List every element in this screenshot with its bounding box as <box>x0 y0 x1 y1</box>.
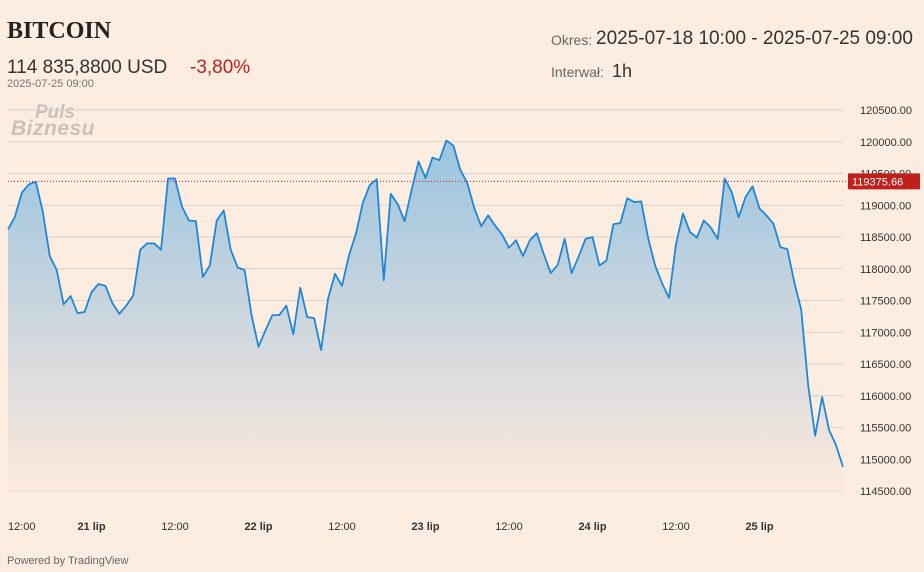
y-tick-label: 119000.00 <box>860 200 911 212</box>
y-tick-label: 115000.00 <box>860 454 911 466</box>
current-price: 114 835,8800 USD <box>7 57 168 78</box>
x-tick-label: 12:00 <box>662 521 690 533</box>
price-change: -3,80% <box>190 57 251 78</box>
x-tick-label: 25 lip <box>745 521 773 533</box>
powered-by-tradingview[interactable]: Powered by TradingView <box>7 555 129 567</box>
y-tick-label: 115500.00 <box>860 423 911 435</box>
price-line <box>7 139 844 468</box>
last-price-tag-label: 119375.66 <box>852 176 903 188</box>
y-tick-label: 116500.00 <box>860 359 911 371</box>
y-tick-label: 118500.00 <box>860 232 911 244</box>
price-area <box>8 140 843 492</box>
x-tick-label: 12:00 <box>8 521 36 533</box>
period-value: 2025-07-18 10:00 - 2025-07-25 09:00 <box>596 28 913 49</box>
page-title: BITCOIN <box>7 18 112 44</box>
x-tick-label: 12:00 <box>495 521 523 533</box>
x-tick-label: 12:00 <box>161 521 189 533</box>
y-axis: 114500.00 115000.00 115500.00 116000.00 1165… <box>860 105 912 498</box>
y-tick-label: 114500.00 <box>860 486 911 498</box>
y-tick-label: 117500.00 <box>860 296 911 308</box>
x-tick-label: 21 lip <box>77 521 105 533</box>
interval-label: Interwał: <box>551 64 604 80</box>
logo-line2: Biznesu <box>11 117 96 140</box>
y-tick-label: 117000.00 <box>860 327 911 339</box>
y-tick-label: 120000.00 <box>860 137 912 149</box>
y-tick-label: 116000.00 <box>860 391 911 403</box>
price-timestamp: 2025-07-25 09:00 <box>7 78 94 90</box>
puls-biznesu-logo: Puls Biznesu <box>11 102 121 144</box>
period-label: Okres: <box>551 32 593 48</box>
x-tick-label: 24 lip <box>578 521 606 533</box>
x-tick-label: 12:00 <box>328 521 356 533</box>
interval-value: 1h <box>612 61 633 81</box>
logo-line1: Puls <box>35 102 76 123</box>
x-axis: 12:00 21 lip 12:00 22 lip 12:00 23 lip 12:00 24… <box>8 521 774 533</box>
last-price-tag: 119375.66 <box>848 173 920 190</box>
x-tick-label: 22 lip <box>244 521 272 533</box>
y-tick-label: 120500.00 <box>860 105 912 117</box>
x-tick-label: 23 lip <box>411 521 439 533</box>
y-tick-label: 118000.00 <box>860 264 911 276</box>
